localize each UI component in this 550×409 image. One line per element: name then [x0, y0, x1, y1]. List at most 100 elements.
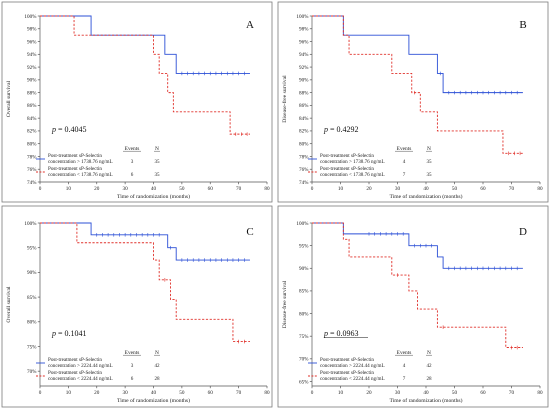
y-axis-title: Overall survival	[6, 80, 12, 117]
y-tick-label: 78%	[27, 154, 37, 160]
x-tick-label: 50	[179, 186, 185, 192]
y-tick-label: 80%	[27, 320, 37, 326]
legend-header-events: Events	[397, 350, 412, 356]
p-value-number: = 0.4045	[56, 125, 87, 134]
panel-c: 0 10 20 30 40 50 60 70 80 70% 75% 80% 85% 90% 95% 100% T…	[1, 205, 273, 408]
x-tick-label: 10	[66, 186, 72, 192]
x-tick-label: 60	[208, 186, 214, 192]
legend-header-n: N	[427, 146, 431, 152]
y-tick-label: 78%	[299, 154, 309, 160]
p-value-label: p = 0.4045	[51, 125, 87, 134]
y-tick-label: 86%	[27, 103, 37, 109]
legend-events-value: 4	[403, 159, 406, 165]
survival-curve-low	[40, 222, 250, 342]
survival-curve-low	[312, 222, 523, 348]
p-value-symbol: p	[51, 125, 56, 134]
legend-label: concentration > 2224.44 ng/mL	[48, 363, 113, 369]
y-tick-label: 90%	[27, 270, 37, 276]
p-value-number: = 0.4292	[328, 125, 359, 134]
legend-n-value: 35	[154, 172, 160, 178]
y-tick-label: 75%	[27, 344, 37, 350]
y-tick-label: 65%	[299, 379, 309, 385]
x-tick-label: 40	[423, 390, 429, 396]
y-tick-label: 76%	[299, 167, 309, 173]
y-tick-label: 100%	[296, 221, 309, 227]
legend-label: concentration > 2224.44 ng/mL	[320, 363, 385, 369]
y-tick-label: 74%	[27, 180, 37, 186]
x-tick-label: 80	[264, 186, 270, 192]
legend-label: concentration > 1738.76 ng/mL	[320, 159, 385, 165]
y-tick-label: 96%	[299, 39, 309, 45]
panel-letter: B	[519, 19, 526, 31]
x-tick-label: 20	[366, 390, 372, 396]
y-tick-label: 74%	[299, 180, 309, 186]
y-tick-label: 100%	[296, 14, 309, 20]
legend-label: concentration > 1738.76 ng/mL	[48, 159, 113, 165]
y-tick-label: 70%	[27, 369, 37, 375]
y-tick-label: 90%	[299, 78, 309, 84]
legend-events-value: 6	[131, 172, 134, 178]
x-tick-label: 30	[123, 186, 129, 192]
x-tick-label: 40	[151, 186, 157, 192]
y-tick-label: 82%	[299, 129, 309, 135]
x-tick-label: 40	[151, 390, 157, 396]
y-tick-label: 90%	[299, 266, 309, 272]
y-tick-label: 100%	[24, 14, 37, 20]
x-tick-label: 20	[366, 186, 372, 192]
y-tick-label: 92%	[27, 65, 37, 71]
x-tick-label: 10	[338, 390, 344, 396]
y-tick-label: 80%	[27, 141, 37, 147]
survival-curve-low	[312, 15, 523, 154]
legend-label: Post-treatment sP-Selectin	[320, 357, 374, 363]
x-axis-title: Time of randomization (months)	[390, 397, 463, 404]
x-tick-label: 0	[39, 390, 42, 396]
legend-label: Post-treatment sP-Selectin	[48, 370, 102, 376]
x-tick-label: 60	[208, 390, 214, 396]
x-tick-label: 40	[423, 186, 429, 192]
legend-label: concentration < 2224.44 ng/mL	[320, 376, 385, 382]
legend-header-events: Events	[397, 146, 412, 152]
panel-frame	[1, 1, 273, 203]
y-tick-label: 75%	[299, 334, 309, 340]
x-tick-label: 80	[264, 390, 270, 396]
y-tick-label: 84%	[27, 116, 37, 122]
x-tick-label: 10	[338, 186, 344, 192]
y-tick-label: 84%	[299, 116, 309, 122]
x-tick-label: 70	[236, 186, 242, 192]
panel-letter: D	[519, 226, 527, 238]
survival-curve-high	[312, 15, 523, 94]
x-tick-label: 0	[39, 186, 42, 192]
y-tick-label: 88%	[299, 90, 309, 96]
p-value-number: = 0.1041	[56, 329, 87, 338]
p-value-label: p = 0.4292	[323, 125, 359, 134]
x-tick-label: 0	[311, 390, 314, 396]
legend-events-value: 7	[403, 376, 406, 382]
p-value-symbol: p	[51, 329, 56, 338]
survival-curve-high	[40, 222, 250, 261]
legend-n-value: 35	[154, 159, 160, 165]
y-tick-label: 80%	[299, 311, 309, 317]
y-tick-label: 100%	[24, 221, 37, 227]
y-tick-label: 85%	[299, 289, 309, 295]
legend-label: Post-treatment sP-Selectin	[48, 357, 102, 363]
y-axis-title: Disease-free survival	[281, 280, 288, 328]
legend-n-value: 35	[426, 159, 432, 165]
x-tick-label: 20	[94, 390, 100, 396]
legend-events-value: 6	[131, 376, 134, 382]
legend-events-value: 7	[403, 172, 406, 178]
x-tick-label: 80	[537, 390, 543, 396]
panel-letter: C	[246, 226, 253, 238]
y-tick-label: 88%	[27, 90, 37, 96]
legend-label: concentration < 1738.76 ng/mL	[48, 172, 113, 178]
x-tick-label: 0	[311, 186, 314, 192]
x-tick-label: 80	[537, 186, 543, 192]
panel-a: 0 10 20 30 40 50 60 70 80 74% 76% 78% 80% 82% 84% 86% 88…	[1, 1, 273, 203]
p-value-symbol: p	[323, 125, 328, 134]
legend-header-events: Events	[125, 146, 140, 152]
y-tick-label: 94%	[299, 52, 309, 58]
p-value-symbol: p	[323, 329, 328, 338]
y-tick-label: 80%	[299, 141, 309, 147]
legend-header-n: N	[155, 146, 159, 152]
legend-label: Post-treatment sP-Selectin	[48, 166, 102, 172]
y-tick-label: 82%	[27, 129, 37, 135]
